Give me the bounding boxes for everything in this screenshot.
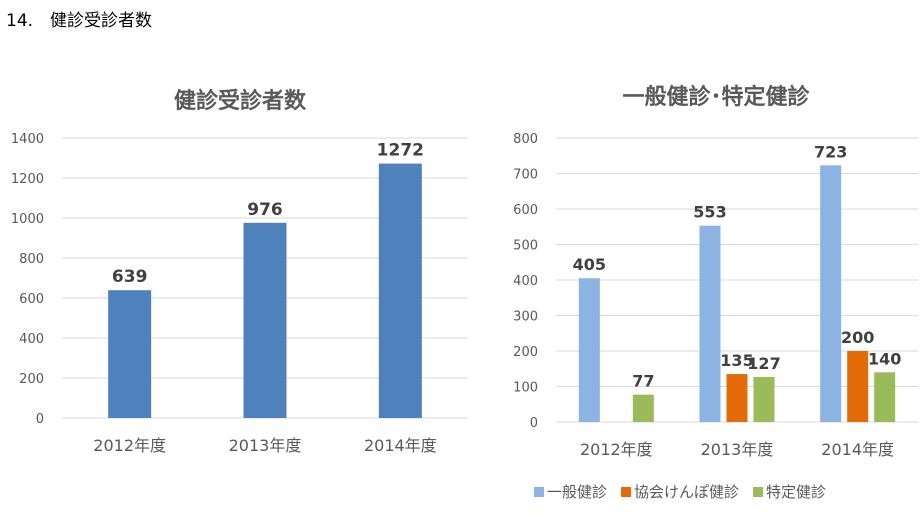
- chart2-plot: 0 100 200 300 400 500 600 700 800 2012年度 405 77 2013…: [513, 132, 918, 459]
- chart2-title: 一般健診･特定健診: [622, 84, 810, 110]
- legend-label: 一般健診: [547, 483, 607, 501]
- chart2-y-tick-label: 300: [513, 310, 538, 325]
- chart2-y-tick-label: 500: [513, 239, 538, 254]
- chart2-y-tick-label: 400: [513, 274, 538, 289]
- chart2-bar: [578, 278, 600, 422]
- legend-label: 特定健診: [766, 483, 826, 501]
- chart2-y-tick-label: 700: [513, 168, 538, 183]
- legend-label: 協会けんぽ健診: [634, 483, 739, 501]
- page-heading: 14. 健診受診者数: [6, 11, 153, 31]
- chart1-data-label: 1272: [377, 141, 424, 161]
- chart2-data-label: 200: [841, 328, 874, 347]
- chart2-data-label: 127: [747, 354, 780, 373]
- chart2-y-tick-label: 200: [513, 345, 538, 360]
- chart1-title: 健診受診者数: [174, 88, 307, 114]
- chart2-bar: [820, 165, 842, 422]
- chart2-x-tick-label: 2013年度: [701, 440, 774, 459]
- chart2-y-tick-label: 100: [513, 381, 538, 396]
- chart2-x-tick-label: 2012年度: [580, 440, 653, 459]
- chart1-bar: [243, 222, 287, 418]
- chart1-y-tick-label: 400: [19, 332, 44, 347]
- chart1-plot: 0 200 400 600 800 1000 1200 1400 2012年度 639 2013年度…: [11, 132, 468, 455]
- legend-swatch: [621, 487, 632, 497]
- chart2-bar: [699, 225, 721, 422]
- legend-swatch: [753, 487, 764, 497]
- chart2-data-label: 723: [814, 142, 847, 161]
- chart1-y-tick-label: 600: [19, 292, 44, 307]
- legend-swatch: [534, 487, 544, 497]
- chart2-data-label: 405: [573, 255, 606, 274]
- chart2-x-tick-label: 2014年度: [821, 440, 894, 459]
- chart2-bar: [726, 374, 748, 422]
- chart2-y-tick-label: 600: [513, 203, 538, 218]
- chart1-y-tick-label: 1400: [11, 132, 44, 147]
- chart2-bar: [874, 372, 896, 422]
- chart2-bar: [753, 376, 775, 422]
- chart2-legend: 一般健診 協会けんぽ健診 特定健診: [534, 483, 826, 501]
- chart1-x-tick-label: 2014年度: [364, 436, 437, 455]
- chart1-x-tick-label: 2013年度: [229, 436, 302, 455]
- chart1-data-label: 976: [247, 200, 283, 220]
- chart1-y-tick-label: 1000: [11, 212, 44, 227]
- chart2-bar: [847, 351, 869, 422]
- chart1-y-tick-label: 800: [19, 252, 44, 267]
- chart2-data-label: 140: [868, 349, 901, 368]
- chart2-data-label: 77: [632, 372, 654, 391]
- chart1-y-tick-label: 200: [19, 372, 44, 387]
- chart2-y-tick-label: 0: [530, 416, 538, 431]
- chart1-y-tick-label: 0: [36, 412, 44, 427]
- chart1-bar: [378, 163, 422, 418]
- chart2-data-label: 135: [720, 351, 753, 370]
- chart1-y-tick-label: 1200: [11, 172, 44, 187]
- chart1-data-label: 639: [112, 267, 148, 287]
- chart1-x-tick-label: 2012年度: [93, 436, 166, 455]
- chart2-y-tick-label: 800: [513, 132, 538, 147]
- chart2-bar: [632, 394, 654, 422]
- chart2-data-label: 553: [693, 203, 726, 222]
- chart1-bar: [108, 290, 152, 418]
